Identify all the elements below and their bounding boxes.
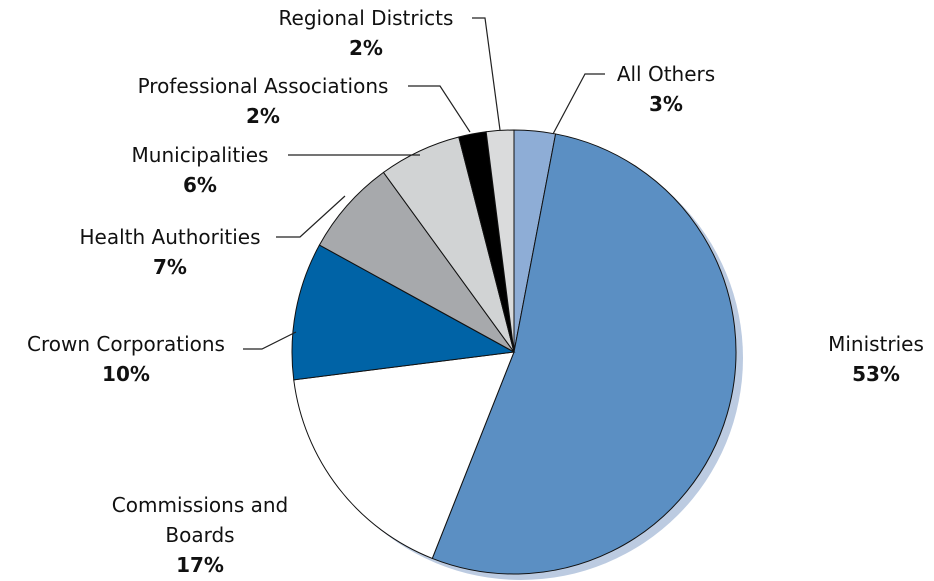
leader-lines xyxy=(243,17,605,350)
leader-line xyxy=(408,85,471,133)
value-label: 3% xyxy=(649,92,683,116)
slice-label: Health Authorities 7% xyxy=(79,222,260,282)
category-label: Municipalities xyxy=(131,143,269,167)
pie-slice xyxy=(293,351,515,560)
value-label: 2% xyxy=(349,36,383,60)
slice-label: Professional Associations 2% xyxy=(138,71,389,131)
leader-line xyxy=(243,331,297,350)
slice-label: Crown Corporations 10% xyxy=(27,329,225,389)
slice-label: Municipalities 6% xyxy=(132,140,269,200)
category-label: All Others xyxy=(616,62,716,86)
value-label: 7% xyxy=(153,255,187,279)
leader-line xyxy=(276,195,346,238)
leader-line xyxy=(472,17,501,131)
pie-slice xyxy=(431,133,737,575)
slice-label: Commissions and Boards 17% xyxy=(95,490,305,580)
category-label: Commissions and Boards xyxy=(111,493,289,547)
pie-slice xyxy=(291,244,516,381)
value-label: 17% xyxy=(176,553,224,577)
slice-label: Regional Districts 2% xyxy=(279,3,454,63)
category-label: Health Authorities xyxy=(79,225,261,249)
category-label: Crown Corporations xyxy=(27,332,225,356)
category-label: Ministries xyxy=(828,332,924,356)
category-label: Professional Associations xyxy=(137,74,389,98)
category-label: Regional Districts xyxy=(278,6,454,30)
pie-slice xyxy=(485,129,515,353)
leader-line xyxy=(552,73,605,135)
slice-label: Ministries 53% xyxy=(828,329,924,389)
value-label: 10% xyxy=(102,362,150,386)
value-label: 53% xyxy=(852,362,900,386)
slice-label: All Others 3% xyxy=(617,59,715,119)
value-label: 6% xyxy=(183,173,217,197)
value-label: 2% xyxy=(246,104,280,128)
